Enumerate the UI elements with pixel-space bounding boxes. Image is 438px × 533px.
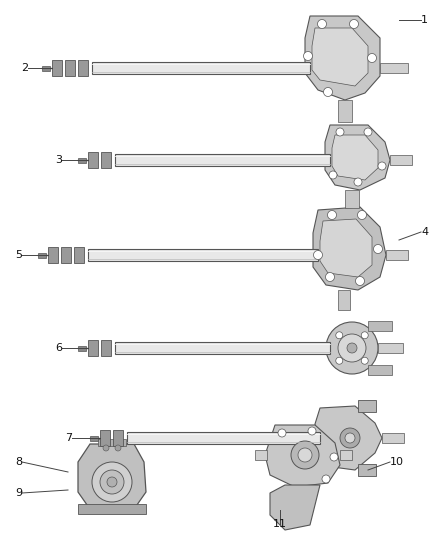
Circle shape (308, 427, 316, 435)
Bar (74, 247, 84, 263)
Bar (90, 435, 98, 440)
Circle shape (304, 52, 312, 61)
Polygon shape (78, 444, 146, 512)
Circle shape (314, 251, 322, 260)
Polygon shape (332, 135, 378, 180)
Bar (382, 433, 404, 443)
Circle shape (330, 453, 338, 461)
Bar (340, 450, 352, 460)
Text: 4: 4 (421, 227, 428, 237)
Bar (255, 450, 267, 460)
Polygon shape (320, 219, 372, 277)
Bar (127, 432, 320, 444)
Bar (88, 152, 98, 168)
Bar (338, 100, 352, 122)
Bar (92, 62, 310, 74)
Text: 6: 6 (55, 343, 62, 353)
Bar (358, 464, 376, 476)
Bar (78, 345, 86, 351)
Circle shape (328, 211, 336, 220)
Bar (78, 60, 88, 76)
Circle shape (350, 20, 358, 28)
Bar (100, 430, 110, 446)
Polygon shape (312, 28, 368, 86)
Circle shape (378, 162, 386, 170)
Bar (78, 504, 146, 514)
Text: 7: 7 (65, 433, 72, 443)
Bar (113, 430, 123, 446)
Text: 3: 3 (55, 155, 62, 165)
Bar (338, 290, 350, 310)
Circle shape (336, 332, 343, 339)
Polygon shape (265, 425, 340, 487)
Circle shape (325, 272, 335, 281)
Bar (101, 152, 111, 168)
Circle shape (367, 53, 377, 62)
Bar (78, 157, 86, 163)
Circle shape (298, 448, 312, 462)
Bar (88, 249, 318, 261)
Circle shape (364, 128, 372, 136)
Bar (358, 400, 376, 412)
Bar (380, 63, 408, 73)
Circle shape (322, 475, 330, 483)
Circle shape (357, 211, 367, 220)
Bar (65, 60, 75, 76)
Bar (42, 66, 50, 70)
Polygon shape (313, 207, 386, 290)
Circle shape (336, 357, 343, 364)
Text: 2: 2 (21, 63, 28, 73)
Circle shape (103, 445, 109, 451)
Circle shape (100, 470, 124, 494)
Circle shape (361, 332, 368, 339)
Text: 1: 1 (421, 15, 428, 25)
Circle shape (361, 357, 368, 364)
Circle shape (356, 277, 364, 286)
Bar (390, 155, 412, 165)
Text: 8: 8 (15, 457, 22, 467)
Bar (61, 247, 71, 263)
Bar (48, 247, 58, 263)
Text: 9: 9 (15, 488, 22, 498)
Bar (38, 253, 46, 257)
Bar (386, 250, 408, 260)
Bar (378, 343, 403, 353)
Bar (52, 60, 62, 76)
Circle shape (326, 322, 378, 374)
Text: 11: 11 (273, 519, 287, 529)
Circle shape (278, 429, 286, 437)
Circle shape (354, 178, 362, 186)
Circle shape (329, 171, 337, 179)
Circle shape (345, 433, 355, 443)
Circle shape (92, 462, 132, 502)
Text: 10: 10 (390, 457, 404, 467)
Bar (368, 365, 392, 375)
Circle shape (338, 334, 366, 362)
Polygon shape (325, 125, 390, 190)
Circle shape (291, 441, 319, 469)
Bar (345, 190, 359, 208)
Circle shape (107, 477, 117, 487)
Bar (88, 340, 98, 356)
Polygon shape (305, 16, 380, 100)
Circle shape (347, 343, 357, 353)
Circle shape (115, 445, 121, 451)
Polygon shape (315, 406, 382, 470)
Circle shape (336, 128, 344, 136)
Polygon shape (270, 485, 320, 530)
Bar (368, 321, 392, 331)
Text: 5: 5 (15, 250, 22, 260)
Circle shape (340, 428, 360, 448)
Bar (115, 154, 330, 166)
Bar (101, 340, 111, 356)
Bar (98, 439, 126, 446)
Circle shape (318, 20, 326, 28)
Circle shape (324, 87, 332, 96)
Bar (115, 342, 330, 354)
Circle shape (374, 245, 382, 254)
